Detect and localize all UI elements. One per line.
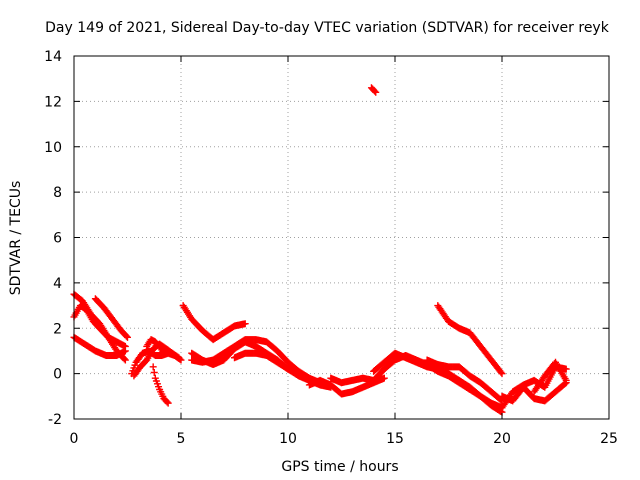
series-track-16	[423, 356, 506, 405]
data-point	[121, 347, 129, 355]
series-track-9	[179, 302, 249, 344]
data-point	[371, 87, 379, 95]
y-tick-label: 8	[53, 185, 62, 201]
data-point	[175, 354, 183, 362]
series-track-2	[70, 290, 129, 364]
y-tick-label: 6	[53, 231, 62, 247]
series-track-4	[70, 333, 129, 359]
series-track-19	[498, 379, 570, 405]
data-point	[562, 376, 570, 384]
series-track-20	[530, 358, 570, 396]
data-point	[121, 356, 129, 364]
series-track-12	[231, 349, 292, 373]
data-point	[120, 355, 128, 363]
x-tick-label: 25	[600, 431, 618, 447]
data-point	[497, 368, 505, 376]
series-track-8	[149, 363, 172, 407]
y-tick-label: 0	[53, 367, 62, 383]
y-axis-label: SDTVAR / TECUs	[8, 181, 24, 296]
x-axis-label: GPS time / hours	[281, 459, 398, 475]
data-point	[163, 398, 171, 406]
data-point	[380, 374, 388, 382]
data-points-layer	[70, 84, 570, 416]
data-point	[174, 353, 182, 361]
data-point	[150, 368, 158, 376]
y-tick-label: 4	[53, 276, 62, 292]
series-track-17	[434, 302, 506, 378]
data-point	[122, 332, 130, 340]
y-tick-label: 12	[44, 94, 62, 110]
y-tick-label: 10	[44, 140, 62, 156]
data-point	[164, 399, 172, 407]
series-outlier	[367, 84, 380, 96]
x-tick-label: 0	[70, 431, 79, 447]
x-tick-label: 10	[279, 431, 297, 447]
series-track-7	[143, 336, 168, 357]
x-tick-label: 15	[386, 431, 404, 447]
chart-title: Day 149 of 2021, Sidereal Day-to-day VTE…	[45, 20, 610, 36]
data-point	[284, 365, 292, 373]
data-point	[160, 349, 168, 357]
data-point	[498, 370, 506, 378]
grid-layer	[74, 56, 609, 419]
series-track-3	[91, 295, 131, 341]
y-tick-label: -2	[48, 412, 62, 428]
y-tick-label: 14	[44, 49, 62, 65]
series-track-15	[370, 349, 506, 416]
data-point	[241, 320, 249, 328]
tick-layer: 0 5 10 15 20 25 -2 0 2 4 6 8 10 12 14	[44, 49, 618, 447]
data-point	[372, 88, 380, 96]
data-point	[562, 365, 570, 373]
y-tick-label: 2	[53, 321, 62, 337]
data-point	[149, 363, 157, 371]
x-tick-label: 5	[177, 431, 186, 447]
data-point	[124, 333, 131, 341]
x-tick-label: 20	[493, 431, 511, 447]
